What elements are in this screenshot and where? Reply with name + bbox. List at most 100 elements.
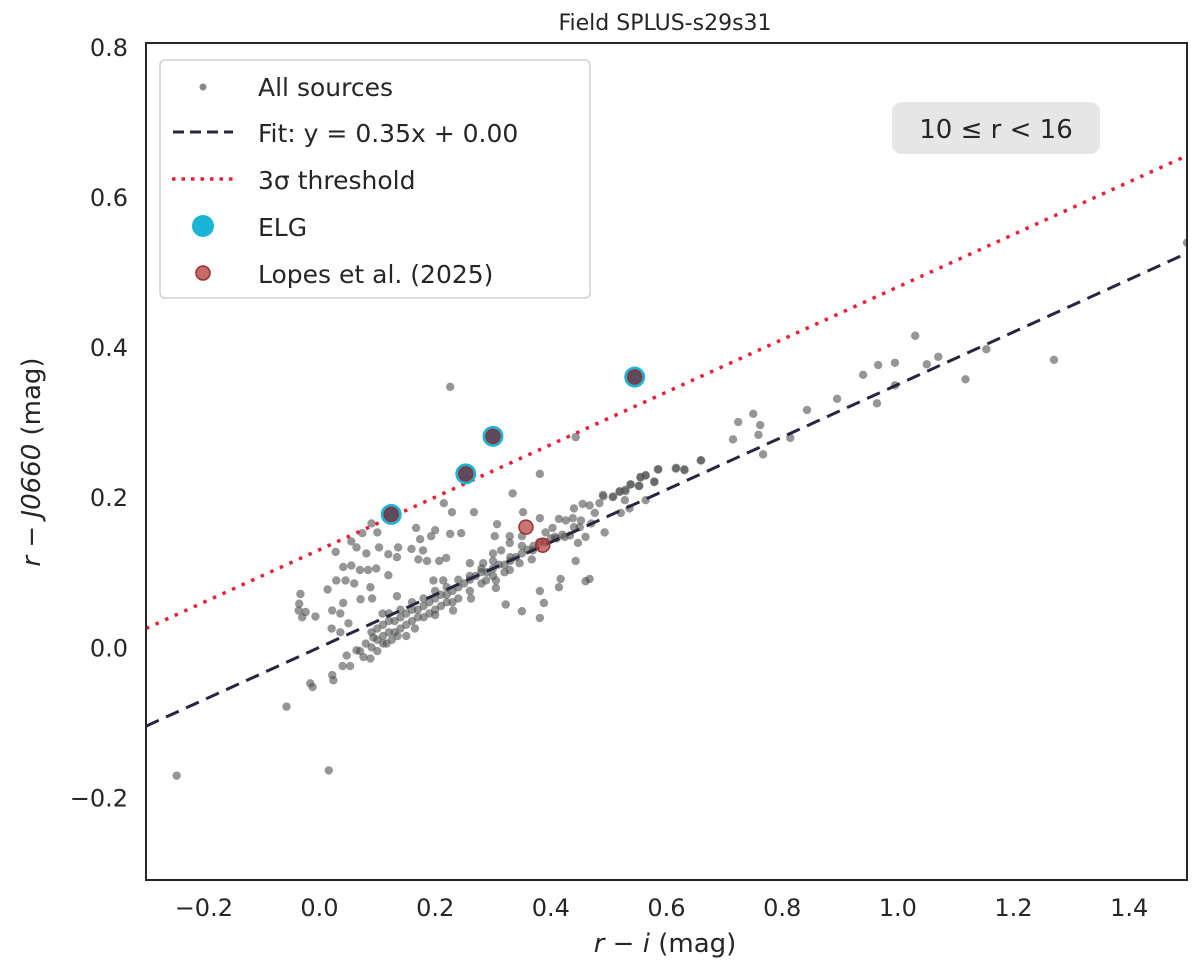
source-point [982,345,991,354]
legend-marker-elg [192,215,214,237]
source-point [466,594,476,603]
legend-label-fit: Fit: y = 0.35x + 0.00 [258,119,518,148]
source-point [508,489,517,498]
source-point [501,600,510,609]
source-point [336,609,345,618]
source-point [600,528,609,537]
source-point [366,583,375,592]
source-point [392,553,402,562]
y-tick-label: 0.6 [90,184,128,212]
y-tick-label: 0.4 [90,334,128,362]
legend-label-lopes: Lopes et al. (2025) [258,260,493,289]
source-point [576,516,586,525]
source-point [492,519,502,529]
source-point [653,465,663,474]
source-point [573,538,583,548]
y-tick-label: 0.2 [90,484,128,512]
source-point [539,598,549,608]
source-point [336,628,345,637]
plot-frame [145,42,1188,881]
source-point [447,507,457,517]
source-point [922,360,931,369]
source-point [384,628,394,637]
source-point [578,499,587,509]
source-point [419,594,428,603]
legend-marker-lopes [195,265,211,281]
source-point [439,498,449,508]
source-point [890,358,900,367]
source-point [410,624,420,633]
source-point [172,771,181,780]
legend: All sources Fit: y = 0.35x + 0.00 3σ thr… [159,59,591,299]
source-point [858,370,868,379]
source-point [535,586,545,596]
source-point [358,528,367,538]
source-point [374,543,384,552]
source-point [454,575,463,584]
source-point [373,646,382,656]
source-point [634,481,643,491]
source-point [341,576,350,585]
y-axis-label: r − J0660 (mag) [17,357,47,566]
source-point [430,525,440,535]
source-point [402,631,411,641]
magnitude-range-annotation: 10 ≤ r < 16 [919,115,1073,145]
source-point [505,538,514,548]
source-point [384,571,393,580]
source-point [363,565,373,575]
x-tick-label: 0.4 [532,894,570,922]
source-point [282,702,291,711]
source-point [393,543,403,552]
source-point [329,676,338,685]
source-point [339,598,348,608]
source-point [517,607,527,616]
source-point [448,606,458,615]
source-point [585,574,594,584]
source-point [571,432,580,442]
source-point [832,394,842,404]
legend-label-elg: ELG [258,213,307,242]
source-point [518,507,528,517]
source-point [581,532,590,542]
source-point [373,528,382,537]
source-point [873,360,883,370]
source-point [378,639,388,648]
lopes-point [518,519,534,535]
source-point [465,586,475,596]
source-point [323,585,332,594]
lopes-point [534,537,551,553]
source-point [384,550,393,559]
source-point [426,531,436,541]
source-point [934,352,943,361]
source-point [548,523,557,533]
source-point [469,507,479,517]
source-point [362,549,371,558]
source-point [371,564,381,573]
source-point [441,553,451,563]
source-point [626,480,635,489]
source-point [491,583,501,593]
source-point [561,516,571,525]
source-point [488,571,498,581]
source-point [754,430,763,440]
source-point [446,529,455,539]
source-point [505,531,514,541]
threshold-line [146,154,1187,631]
source-point [328,606,337,615]
source-point [324,766,333,775]
source-point [327,624,336,633]
source-point [339,562,348,572]
source-point [454,594,463,603]
source-point [392,592,402,601]
source-point [910,331,920,340]
source-point [311,612,320,621]
source-point [554,514,564,524]
legend-label-threshold: 3σ threshold [258,166,415,195]
source-point [413,613,423,622]
elg-source-overlay [486,429,500,443]
source-point [697,456,706,465]
source-point [355,565,365,575]
source-point [500,568,509,577]
y-tick-label: 0.0 [90,634,128,662]
